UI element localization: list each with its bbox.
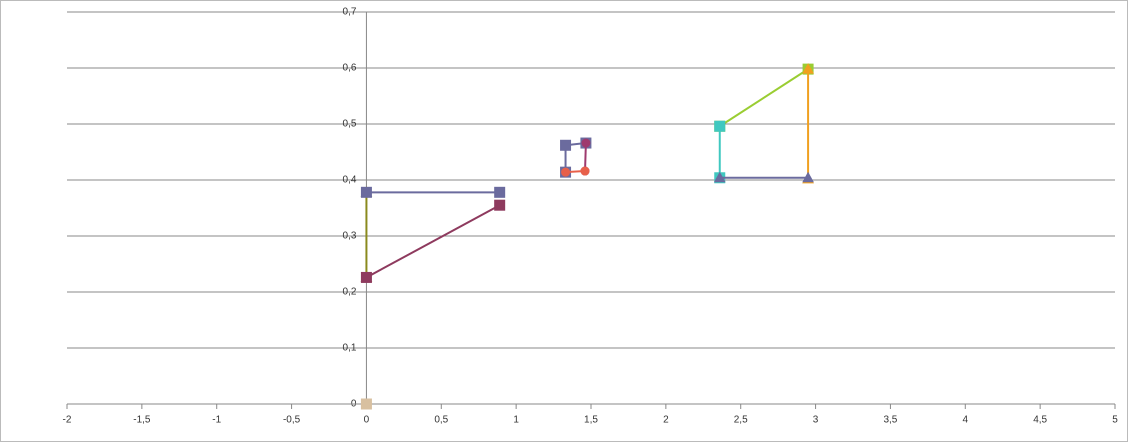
marker [802,63,814,74]
x-tick-label: -2 [63,415,72,426]
marker [561,167,571,177]
marker [360,271,372,283]
marker [560,139,572,151]
x-tick-label: 4 [963,415,969,426]
y-tick-label: 0,3 [343,231,357,242]
y-tick-label: 0,4 [343,175,357,186]
marker [360,186,372,198]
x-tick-label: 1 [513,415,519,426]
y-tick-label: 0,7 [343,7,357,18]
x-tick-label: 1,5 [584,415,598,426]
x-tick-label: -1,5 [133,415,151,426]
marker [494,199,506,211]
y-tick-label: 0,6 [343,63,357,74]
x-tick-label: 5 [1112,415,1118,426]
x-tick-label: -1 [212,415,221,426]
series-line [719,68,809,128]
marker [713,171,726,183]
series-line [365,204,501,279]
marker [802,171,814,183]
marker [360,398,372,410]
y-tick-label: 0,2 [343,287,357,298]
x-tick-label: 0,5 [434,415,448,426]
x-tick-label: 2,5 [734,415,748,426]
x-tick-label: 3,5 [883,415,897,426]
marker [714,120,726,132]
x-tick-label: 0 [364,415,370,426]
marker [581,138,591,148]
y-tick-label: 0,5 [343,119,357,130]
x-tick-label: -0,5 [283,415,301,426]
x-tick-label: 2 [663,415,669,426]
marker [494,186,506,198]
y-tick-label: 0,1 [343,343,357,354]
series-line [584,143,587,172]
x-tick-label: 3 [813,415,819,426]
x-tick-label: 4,5 [1033,415,1047,426]
marker [580,166,590,176]
